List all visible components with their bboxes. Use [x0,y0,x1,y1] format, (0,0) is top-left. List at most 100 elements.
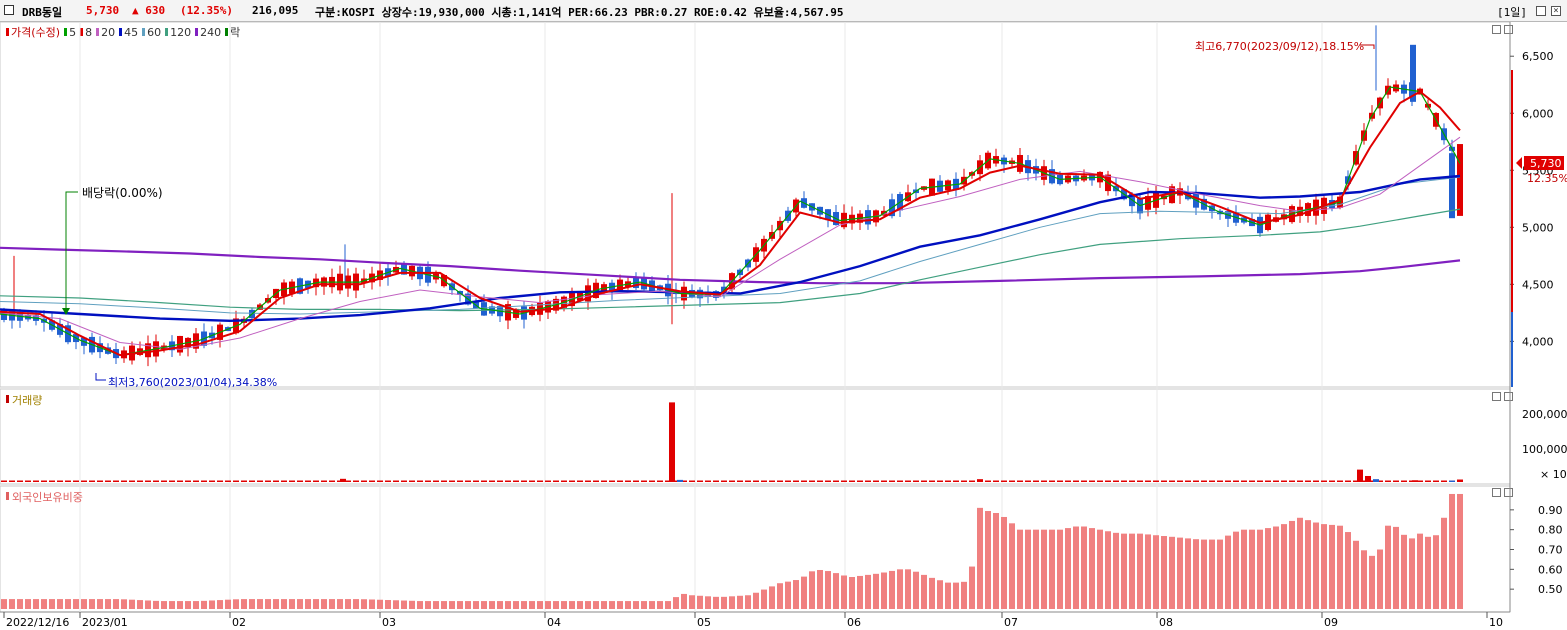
foreign-ratio-bar [1137,533,1143,609]
foreign-ratio-bar [737,595,743,609]
volume-bar [737,480,743,482]
legend-label: 가격(수정) [11,26,61,39]
volume-bar [865,480,871,482]
foreign-ratio-bar [137,600,143,609]
foreign-ratio-bar [665,601,671,609]
volume-bar [993,480,999,482]
foreign-ratio-bar [1025,529,1031,609]
volume-bar [793,480,799,482]
volume-bar [9,480,15,482]
foreign-ratio-bar [1113,532,1119,609]
foreign-panel-settings-icon[interactable] [1492,488,1501,497]
foreign-ratio-bar [1409,538,1415,609]
volume-bar [1361,480,1367,482]
volume-bar [697,480,703,482]
foreign-ratio-bar [769,586,775,609]
foreign-ratio-bar [873,573,879,609]
volume-bar [1177,480,1183,482]
volume-bar [441,480,447,482]
volume-bar [1073,480,1079,482]
volume-bar [1265,480,1271,482]
volume-bar [1241,480,1247,482]
legend-label: 45 [124,26,139,39]
candle-body [1410,44,1416,102]
panel-settings-icon[interactable] [1492,25,1501,34]
foreign-ratio-bar [657,601,663,609]
x-tick-label: 2023/01 [82,616,128,629]
legend-item[interactable]: 락 [225,26,242,39]
foreign-ratio-bar [305,599,311,609]
foreign-panel-close-icon[interactable] [1504,488,1513,497]
volume-bar [1041,480,1047,482]
foreign-ratio-bar [209,600,215,609]
foreign-ratio-bar [369,599,375,609]
close-icon[interactable]: × [1551,6,1561,16]
volume-bar [193,480,199,482]
foreign-ratio-bar [345,599,351,609]
foreign-ratio-bar [169,601,175,609]
legend-item[interactable]: 120 [165,26,193,39]
volume-panel-settings-icon[interactable] [1492,392,1501,401]
volume-bar [953,480,959,482]
foreign-ratio-bar [969,566,975,609]
foreign-ratio-bar [1001,516,1007,609]
volume-bar [905,480,911,482]
volume-bar [233,480,239,482]
legend-item[interactable]: 8 [80,26,94,39]
low-arrow-icon [95,373,106,381]
volume-bar [669,402,675,482]
foreign-ratio-bar [161,601,167,609]
foreign-ratio-bar [1241,529,1247,609]
foreign-ratio-bar [1185,538,1191,609]
legend-item[interactable]: 240 [195,26,223,39]
volume-bar [457,480,463,482]
volume-bar [529,480,535,482]
volume-bar [1153,480,1159,482]
volume-bar [1225,480,1231,482]
volume-bar [1417,480,1423,482]
foreign-ratio-bar [105,599,111,609]
stock-name[interactable]: DRB동일 [22,6,63,19]
price-legend: 가격(수정) 5 8 20 45 60 120 240 락 [6,24,244,40]
foreign-ratio-bar [1177,537,1183,609]
volume-bar [369,480,375,482]
stock-chart[interactable]: 0.900.800.700.600.50 6,5006,0005,5005,00… [0,22,1567,630]
volume-bar [340,478,346,482]
trade-volume: 216,095 [252,4,299,17]
volume-bar [185,480,191,482]
panel-close-icon[interactable] [1504,25,1513,34]
x-tick-label: 02 [232,616,246,629]
foreign-ratio-bar [617,601,623,609]
legend-item[interactable]: 45 [119,26,140,39]
x-tick-label: 2022/12/16 [6,616,69,629]
foreign-ratio-bar [225,599,231,609]
volume-bar [1425,480,1431,482]
volume-bar [1145,480,1151,482]
select-checkbox[interactable] [4,5,14,15]
volume-bar [201,480,207,482]
volume-bar [1329,480,1335,482]
foreign-ratio-bar [905,569,911,609]
volume-bar [577,480,583,482]
volume-bar [1233,480,1239,482]
legend-item[interactable]: 5 [64,26,78,39]
volume-bar [1281,480,1287,482]
restore-icon[interactable] [1536,6,1546,16]
volume-bar [1401,480,1407,482]
volume-bar [393,480,399,482]
ma-line-45 [0,174,1461,323]
volume-bar [489,480,495,482]
legend-item[interactable]: 가격(수정) [6,26,62,39]
volume-bar [137,480,143,482]
foreign-ratio-bar [73,599,79,609]
volume-bar [265,480,271,482]
legend-item[interactable]: 60 [142,26,163,39]
price-y-label: 6,500 [1522,50,1554,63]
volume-panel-close-icon[interactable] [1504,392,1513,401]
legend-item[interactable]: 20 [96,26,117,39]
volume-bar [809,480,815,482]
foreign-ratio-bar [1081,526,1087,609]
volume-bar [1433,480,1439,482]
period-selector[interactable]: [1일] [1497,6,1527,19]
ma-line-60 [0,176,1461,315]
